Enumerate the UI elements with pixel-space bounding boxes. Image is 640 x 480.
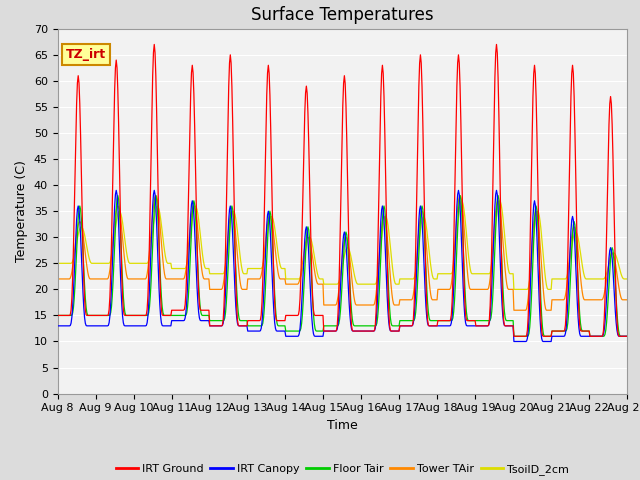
Y-axis label: Temperature (C): Temperature (C)	[15, 160, 28, 262]
Legend: IRT Ground, IRT Canopy, Floor Tair, Tower TAir, TsoilD_2cm: IRT Ground, IRT Canopy, Floor Tair, Towe…	[111, 459, 573, 479]
X-axis label: Time: Time	[327, 419, 358, 432]
Text: TZ_irt: TZ_irt	[66, 48, 106, 61]
Title: Surface Temperatures: Surface Temperatures	[251, 6, 434, 24]
